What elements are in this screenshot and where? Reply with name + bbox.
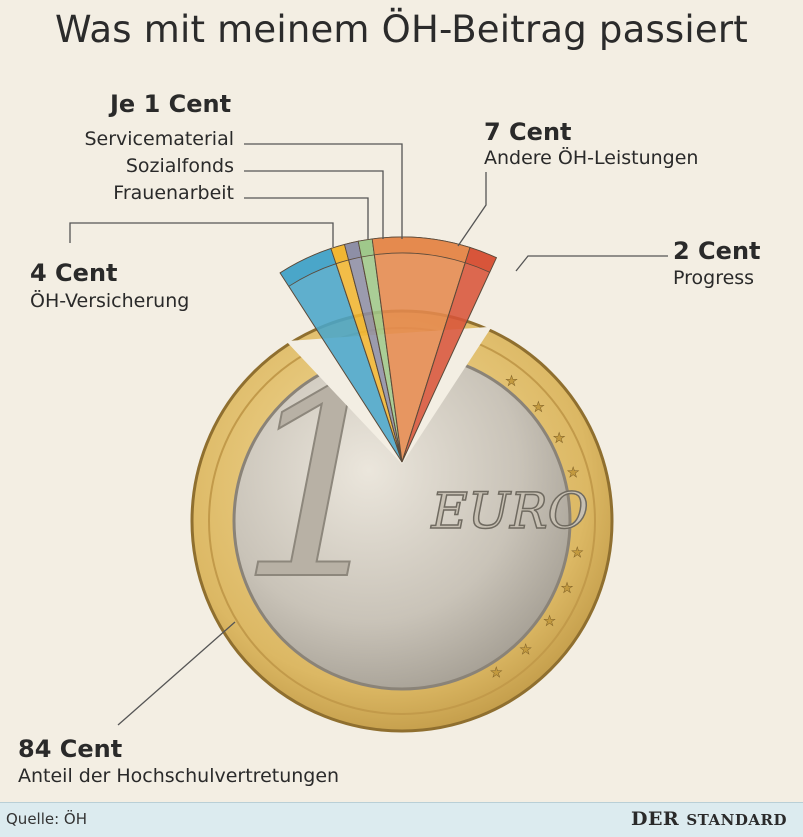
value-label-progress: 2 Cent xyxy=(673,237,761,265)
leader-line-frauenarbeit xyxy=(244,197,369,239)
footer-bar: Quelle: ÖH DER STANDARD xyxy=(0,802,803,837)
pie-slice-rim-5 xyxy=(357,238,375,258)
pie-slice-rim-7 xyxy=(464,247,497,273)
coin-stars: ★ ★ ★ ★ ★ ★ ★ ★ ★ xyxy=(490,373,584,681)
leader-line-servicematerial xyxy=(244,143,403,239)
label-servicematerial: Servicematerial xyxy=(84,128,234,150)
leader-line-hochschul xyxy=(117,621,236,726)
label-frauenarbeit: Frauenarbeit xyxy=(113,182,234,204)
coin-star-icon: ★ xyxy=(519,642,532,658)
coin-star-icon: ★ xyxy=(490,665,503,681)
value-label-versicherung: 4 Cent xyxy=(30,259,118,287)
coin-star-icon: ★ xyxy=(505,374,518,390)
brand-logo: DER STANDARD xyxy=(630,808,787,830)
coin-currency: EURO xyxy=(430,482,588,540)
label-sozialfonds: Sozialfonds xyxy=(125,155,234,177)
leader-line-sozialfonds xyxy=(244,170,384,239)
coin-star-icon: ★ xyxy=(543,614,556,630)
group-value-label: Je 1 Cent xyxy=(110,90,232,118)
source-credit: Quelle: ÖH xyxy=(6,810,88,828)
value-label-andere: 7 Cent xyxy=(484,118,572,146)
leader-line-versicherung xyxy=(69,222,334,247)
label-versicherung: ÖH-Versicherung xyxy=(30,290,190,312)
coin-star-icon: ★ xyxy=(561,581,574,597)
label-andere: Andere ÖH-Leistungen xyxy=(484,147,699,169)
leader-line-andere xyxy=(457,172,487,247)
coin-star-icon: ★ xyxy=(553,430,566,446)
pie-slices xyxy=(279,236,498,464)
value-label-hochschul: 84 Cent xyxy=(18,735,123,763)
leader-lines xyxy=(69,143,668,726)
label-hochschul: Anteil der Hochschulvertretungen xyxy=(18,765,340,787)
coin-star-icon: ★ xyxy=(567,465,580,481)
leader-line-progress xyxy=(515,255,668,272)
coin-star-icon: ★ xyxy=(571,545,584,561)
coin-star-icon: ★ xyxy=(532,400,545,416)
page-title: Was mit meinem ÖH-Beitrag passiert xyxy=(55,8,748,51)
label-progress: Progress xyxy=(673,267,755,289)
